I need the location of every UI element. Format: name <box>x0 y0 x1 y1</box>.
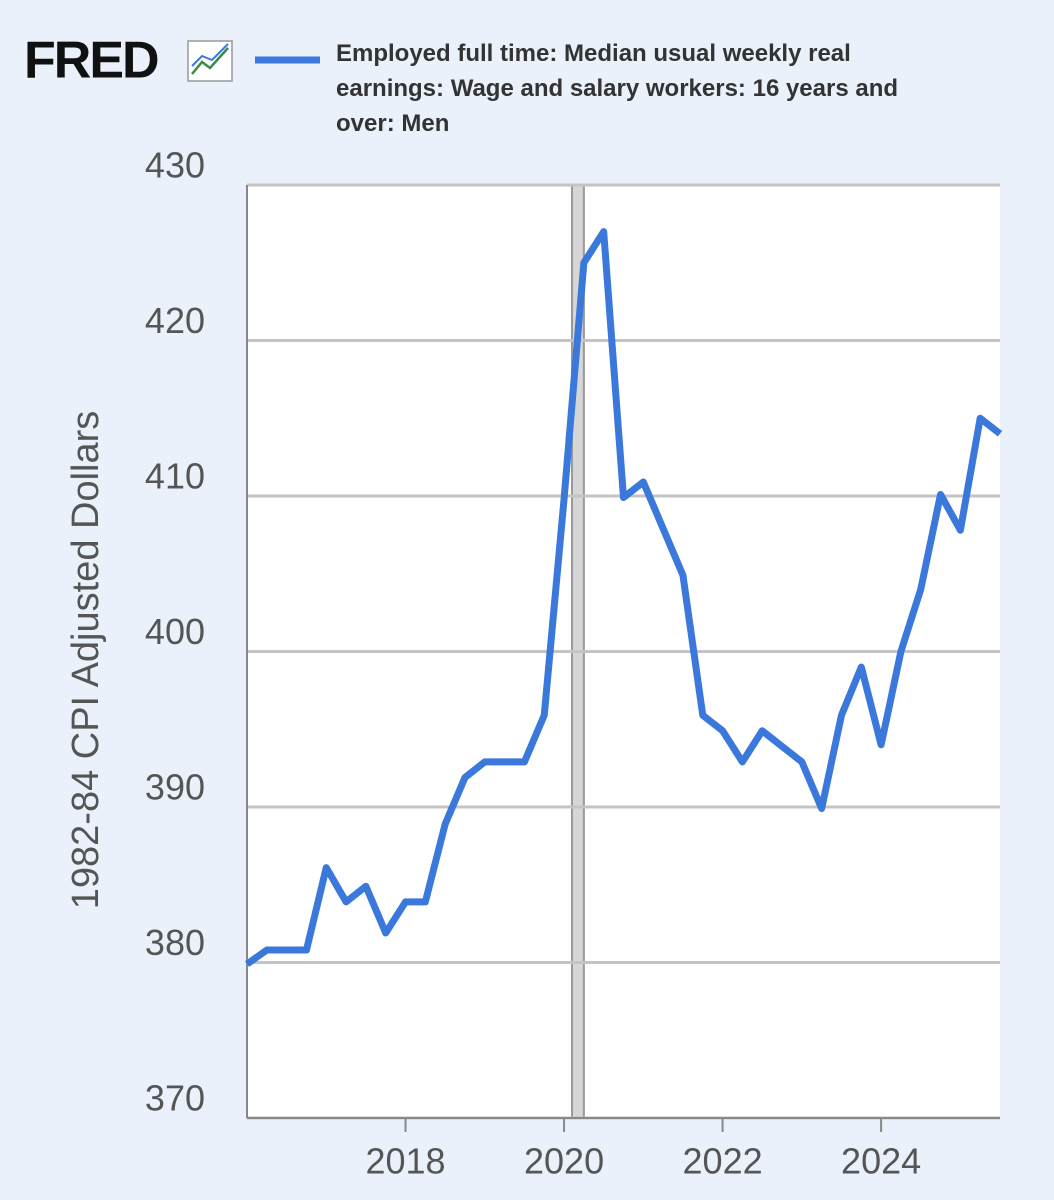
y-tick-label: 420 <box>145 300 205 341</box>
y-tick-label: 370 <box>145 1078 205 1119</box>
legend-label: Employed full time: Median usual weekly … <box>336 40 899 137</box>
y-tick-label: 380 <box>145 922 205 963</box>
y-axis-label: 1982-84 CPI Adjusted Dollars <box>65 411 107 910</box>
y-tick-label: 430 <box>145 145 205 186</box>
x-tick-label: 2018 <box>365 1141 445 1182</box>
y-tick-label: 410 <box>145 456 205 497</box>
y-tick-label: 390 <box>145 767 205 808</box>
logo: FRED <box>24 32 158 90</box>
series-line <box>244 228 1003 967</box>
x-tick-label: 2020 <box>524 1141 604 1182</box>
x-tick-label: 2022 <box>683 1141 763 1182</box>
x-tick-label: 2024 <box>841 1141 921 1182</box>
logo-icon <box>187 40 233 82</box>
y-tick-label: 400 <box>145 611 205 652</box>
